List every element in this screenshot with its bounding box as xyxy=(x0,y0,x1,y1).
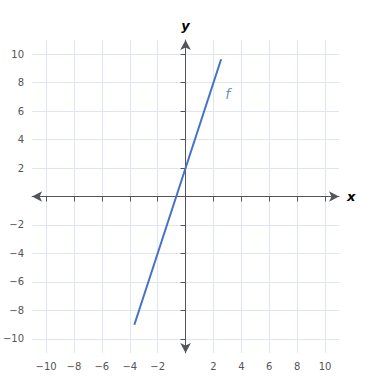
svg-text:y: y xyxy=(181,18,190,33)
svg-text:6: 6 xyxy=(18,106,24,117)
svg-text:−6: −6 xyxy=(9,276,24,287)
svg-text:10: 10 xyxy=(319,361,332,372)
svg-text:−10: −10 xyxy=(3,333,24,344)
svg-text:6: 6 xyxy=(266,361,272,372)
svg-text:10: 10 xyxy=(11,49,24,60)
svg-text:−8: −8 xyxy=(9,305,24,316)
svg-text:x: x xyxy=(346,189,356,204)
svg-text:2: 2 xyxy=(210,361,216,372)
svg-text:8: 8 xyxy=(18,77,24,88)
svg-text:4: 4 xyxy=(18,134,24,145)
svg-text:−2: −2 xyxy=(9,219,24,230)
svg-text:−2: −2 xyxy=(150,361,165,372)
svg-text:4: 4 xyxy=(238,361,244,372)
svg-text:−6: −6 xyxy=(94,361,109,372)
svg-text:2: 2 xyxy=(18,163,24,174)
svg-text:−4: −4 xyxy=(9,248,24,259)
svg-text:−10: −10 xyxy=(35,361,56,372)
svg-text:8: 8 xyxy=(294,361,300,372)
svg-text:−8: −8 xyxy=(67,361,82,372)
svg-text:−4: −4 xyxy=(122,361,137,372)
svg-text:f: f xyxy=(225,86,232,102)
